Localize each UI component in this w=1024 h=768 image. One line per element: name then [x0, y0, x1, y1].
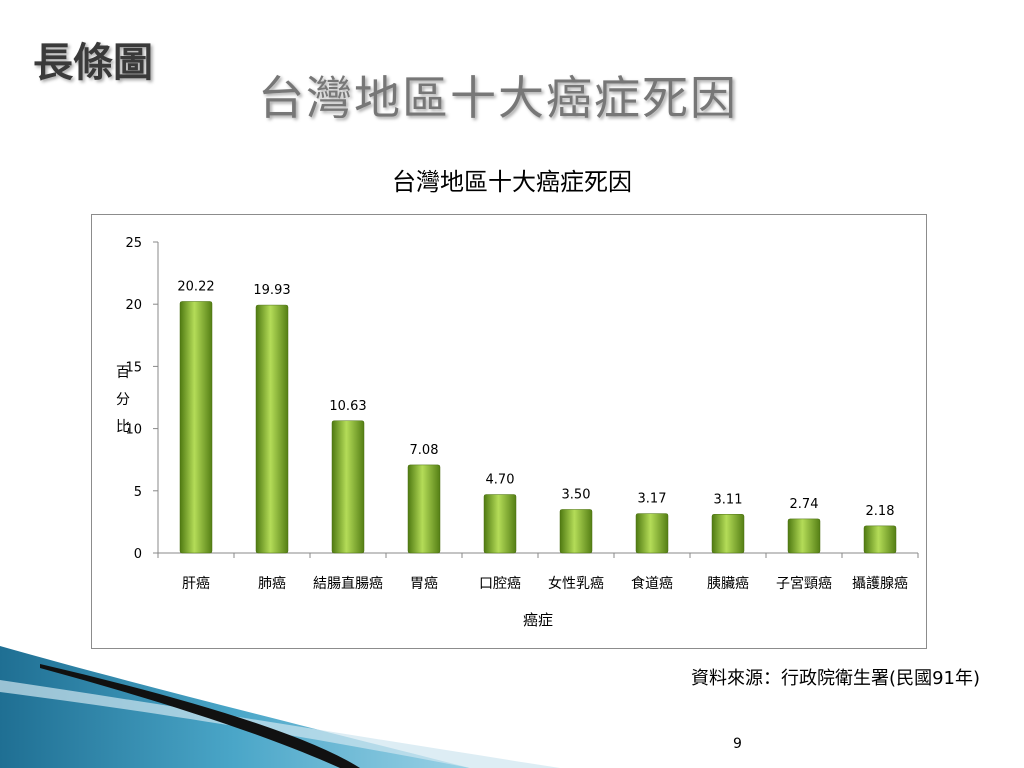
- y-tick-label: 5: [134, 485, 142, 500]
- data-source-note: 資料來源：行政院衛生署(民國91年): [691, 668, 980, 689]
- x-category-label: 肝癌: [182, 576, 210, 592]
- y-tick-label: 0: [134, 547, 142, 562]
- bar-value-label: 20.22: [177, 279, 214, 294]
- y-tick-label: 20: [125, 298, 142, 313]
- x-category-label: 口腔癌: [479, 576, 521, 592]
- bar: [331, 420, 365, 554]
- bar-value-label: 3.17: [638, 492, 667, 507]
- y-axis-label: 百分比: [116, 365, 130, 435]
- y-tick-label: 10: [125, 423, 142, 438]
- decorative-swoosh: [0, 646, 560, 768]
- bar: [255, 304, 289, 554]
- y-tick-label: 15: [125, 360, 142, 375]
- bar-chart: 0 5 10 15 20 25 肝癌 肺癌 結腸直腸癌 胃癌 口腔癌 女性乳癌 食道癌 胰臟癌 子宮頸癌 攝…: [116, 236, 919, 629]
- bar: [787, 518, 821, 554]
- y-tick-label: 25: [125, 236, 142, 251]
- bar: [863, 525, 897, 554]
- x-category-label: 女性乳癌: [548, 575, 604, 592]
- chart-title: 台灣地區十大癌症死因: [392, 168, 632, 196]
- bar-value-label: 7.08: [410, 443, 439, 458]
- x-category-label: 肺癌: [258, 576, 286, 592]
- bar: [635, 513, 669, 554]
- x-category-label: 食道癌: [631, 575, 673, 592]
- x-category-label: 胃癌: [410, 576, 438, 592]
- bar-value-label: 10.63: [329, 399, 366, 414]
- x-axis-label: 癌症: [523, 611, 553, 629]
- slide-section-label: 長條圖: [33, 40, 153, 86]
- bar-value-label: 4.70: [486, 473, 515, 488]
- x-category-label: 結腸直腸癌: [313, 575, 383, 592]
- bar: [483, 494, 517, 554]
- bar-value-label: 3.50: [562, 487, 591, 502]
- bar-value-label: 3.11: [714, 492, 743, 507]
- bar: [711, 514, 745, 554]
- bar: [179, 301, 213, 554]
- x-category-label: 胰臟癌: [707, 576, 749, 592]
- page-number: 9: [733, 736, 742, 752]
- bar-value-label: 2.18: [866, 504, 895, 519]
- bar-value-label: 2.74: [790, 497, 819, 512]
- bar-value-label: 19.93: [253, 283, 290, 298]
- slide-title: 台灣地區十大癌症死因: [258, 71, 738, 125]
- bar: [559, 509, 593, 554]
- chart-area: 0 5 10 15 20 25 肝癌 肺癌 結腸直腸癌 胃癌 口腔癌 女性乳癌 食道癌 胰臟癌 子宮頸癌 攝…: [91, 214, 927, 649]
- x-category-label: 子宮頸癌: [776, 576, 832, 592]
- bar: [407, 464, 441, 554]
- x-category-label: 攝護腺癌: [852, 576, 908, 592]
